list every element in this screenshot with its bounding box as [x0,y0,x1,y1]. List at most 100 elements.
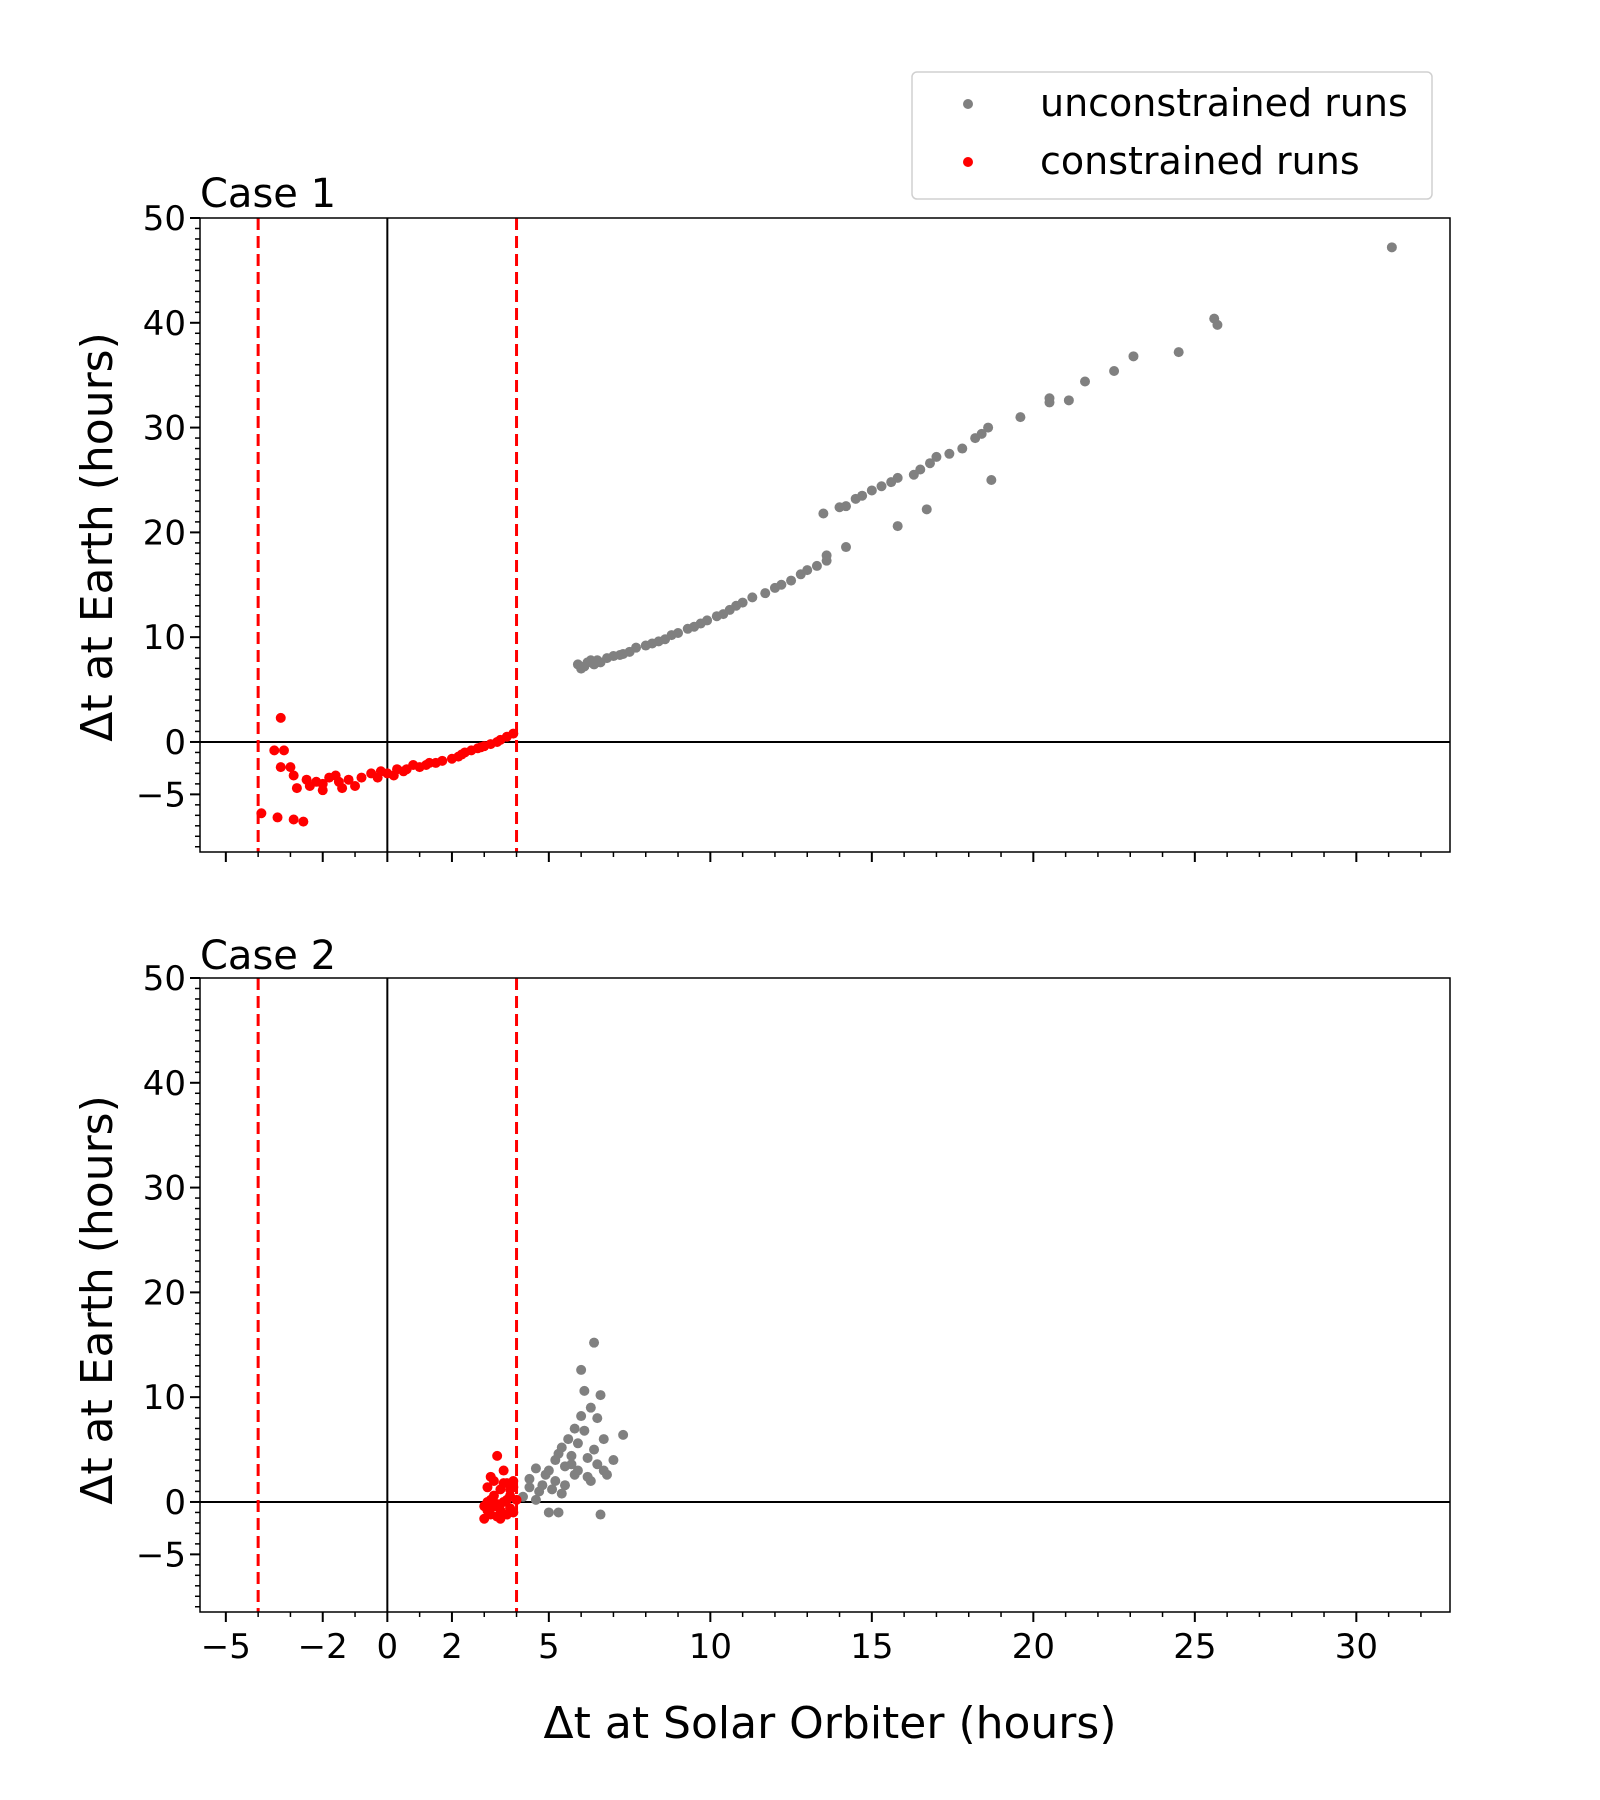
point-unconstrained [1173,347,1184,358]
point-unconstrained [589,1444,600,1455]
point-unconstrained [566,1459,577,1470]
y-tick-label: 10 [143,1378,186,1418]
panel-case-2: Case 2 Δt at Earth (hours) −501020304050… [72,933,1451,1667]
point-unconstrained [582,1452,593,1463]
legend-marker-unconstrained [963,99,973,109]
point-constrained [501,1494,512,1505]
point-unconstrained [585,1402,596,1413]
x-tick-label: −5 [201,1627,251,1667]
x-axis-label: Δt at Solar Orbiter (hours) [544,1698,1117,1749]
legend-marker-constrained [963,157,973,167]
point-unconstrained [931,451,942,462]
point-unconstrained [530,1494,541,1505]
point-unconstrained [866,485,877,496]
point-unconstrained [786,575,797,586]
point-constrained [275,712,286,723]
point-constrained [401,764,412,775]
point-unconstrained [576,1364,587,1375]
point-constrained [492,736,503,747]
point-unconstrained [818,508,829,519]
point-constrained [291,783,302,794]
legend: unconstrained runs constrained runs [911,71,1433,200]
point-constrained [272,812,283,823]
point-unconstrained [572,1438,583,1449]
plot-frame [199,977,1451,1613]
y-tick-label: 0 [164,1483,186,1523]
point-unconstrained [556,1488,567,1499]
y-tick-label: 30 [143,1169,186,1209]
point-unconstrained [915,464,926,475]
legend-frame [911,71,1433,200]
y-tick-label: 30 [143,409,186,449]
y-tick-label: −5 [136,775,186,815]
x-tick-label: −2 [298,1627,348,1667]
y-axis-label-case-1: Δt at Earth (hours) [72,332,123,742]
point-unconstrained [802,565,813,576]
point-unconstrained [537,1480,548,1491]
point-unconstrained [524,1473,535,1484]
point-constrained [285,762,296,773]
point-unconstrained [1044,393,1055,404]
point-unconstrained [1080,376,1091,387]
point-constrained [488,1490,499,1501]
point-unconstrained [631,642,642,653]
y-tick-label: 40 [143,304,186,344]
point-constrained [317,778,328,789]
point-unconstrained [821,550,832,561]
point-unconstrained [547,1484,558,1495]
point-unconstrained [553,1507,564,1518]
point-constrained [508,1507,519,1518]
point-constrained [330,770,341,781]
panel-title-case-1: Case 1 [200,171,336,217]
point-constrained [505,1484,516,1495]
point-constrained [508,1476,519,1487]
y-tick-label: 10 [143,618,186,658]
point-unconstrained [589,1337,600,1348]
point-constrained [304,780,315,791]
point-unconstrained [1212,319,1223,330]
point-constrained [492,1450,503,1461]
point-unconstrained [595,1390,606,1401]
point-unconstrained [840,542,851,553]
point-unconstrained [530,1463,541,1474]
point-unconstrained [747,592,758,603]
point-constrained [485,1471,496,1482]
point-unconstrained [592,1459,603,1470]
y-tick-label: 20 [143,513,186,553]
point-unconstrained [957,443,968,454]
point-unconstrained [983,422,994,433]
point-unconstrained [563,1434,574,1445]
point-unconstrained [760,588,771,599]
point-unconstrained [924,458,935,469]
point-constrained [492,1499,503,1510]
y-tick-label: 50 [143,199,186,239]
point-constrained [495,1513,506,1524]
point-constrained [278,745,289,756]
point-constrained [508,728,519,739]
point-constrained [382,768,393,779]
point-constrained [498,1478,509,1489]
y-tick-label: −5 [136,1535,186,1575]
point-constrained [288,814,299,825]
point-constrained [372,772,383,783]
point-unconstrained [553,1448,564,1459]
x-tick-label: 2 [441,1627,463,1667]
point-unconstrained [524,1482,535,1493]
y-tick-label: 0 [164,723,186,763]
point-unconstrained [876,481,887,492]
point-unconstrained [1386,242,1397,253]
point-unconstrained [892,472,903,483]
point-unconstrained [579,1425,590,1436]
point-unconstrained [944,448,955,459]
point-unconstrained [921,504,932,515]
point-constrained [421,760,432,771]
point-unconstrained [543,1465,554,1476]
point-unconstrained [572,1465,583,1476]
point-unconstrained [1128,351,1139,362]
point-unconstrained [811,560,822,571]
point-unconstrained [737,597,748,608]
point-unconstrained [1063,395,1074,406]
point-unconstrained [566,1450,577,1461]
point-constrained [498,1465,509,1476]
point-constrained [356,772,367,783]
